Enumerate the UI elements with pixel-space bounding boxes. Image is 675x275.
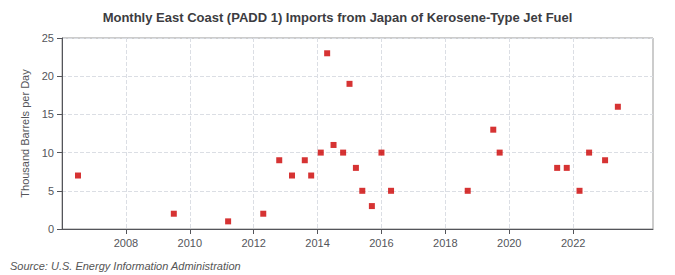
svg-text:2008: 2008 (114, 237, 138, 249)
svg-text:Thousand Barrels per Day: Thousand Barrels per Day (19, 69, 31, 198)
svg-text:15: 15 (42, 108, 54, 120)
svg-text:25: 25 (42, 32, 54, 44)
svg-text:Monthly East Coast (PADD 1) Im: Monthly East Coast (PADD 1) Imports from… (103, 10, 573, 25)
svg-text:2012: 2012 (241, 237, 265, 249)
svg-text:2022: 2022 (561, 237, 585, 249)
svg-text:Source: U.S. Energy Informatio: Source: U.S. Energy Information Administ… (10, 260, 241, 272)
svg-text:0: 0 (48, 223, 54, 235)
svg-text:2016: 2016 (369, 237, 393, 249)
svg-text:2018: 2018 (433, 237, 457, 249)
svg-text:2014: 2014 (305, 237, 329, 249)
svg-text:2010: 2010 (178, 237, 202, 249)
svg-text:5: 5 (48, 185, 54, 197)
svg-text:2020: 2020 (497, 237, 521, 249)
svg-text:10: 10 (42, 147, 54, 159)
svg-text:20: 20 (42, 70, 54, 82)
